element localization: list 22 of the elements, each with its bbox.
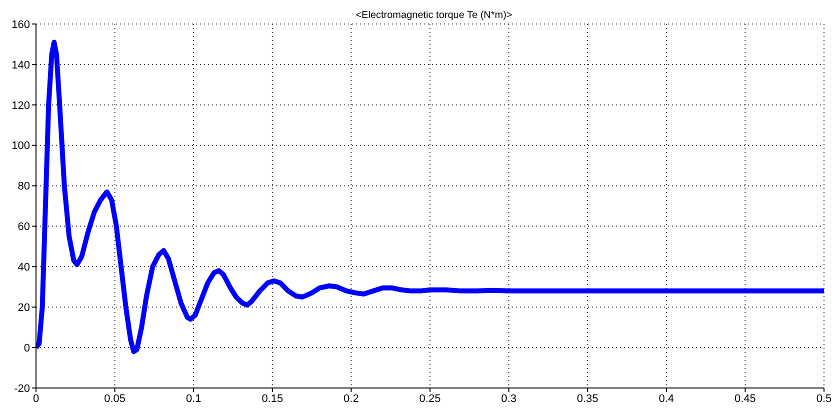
x-tick-label: 0 — [32, 392, 40, 405]
x-tick-label: 0.1 — [186, 392, 202, 405]
x-tick-label: 0.35 — [576, 392, 598, 405]
y-tick-label: 160 — [12, 18, 30, 31]
x-tick-label: 0.25 — [419, 392, 441, 405]
y-tick-label: 20 — [18, 302, 30, 314]
x-tick-label: 0.5 — [816, 392, 832, 405]
y-tick-label: -20 — [14, 382, 30, 395]
y-tick-label: 60 — [18, 221, 30, 234]
x-tick-label: 0.05 — [104, 392, 126, 405]
x-tick-label: 0.45 — [734, 392, 756, 405]
x-tick-label: 0.2 — [344, 392, 359, 405]
y-tick-label: 120 — [12, 100, 30, 112]
y-tick-label: 80 — [18, 180, 30, 193]
x-tick-label: 0.3 — [501, 392, 516, 405]
y-tick-label: 100 — [12, 140, 30, 152]
chart-title: <Electromagnetic torque Te (N*m)> — [354, 10, 514, 21]
x-tick-label: 0.15 — [262, 392, 284, 405]
y-tick-label: 140 — [12, 59, 30, 72]
y-tick-label: 0 — [24, 342, 30, 354]
y-tick-label: 40 — [18, 262, 30, 274]
x-tick-label: 0.4 — [658, 392, 674, 405]
